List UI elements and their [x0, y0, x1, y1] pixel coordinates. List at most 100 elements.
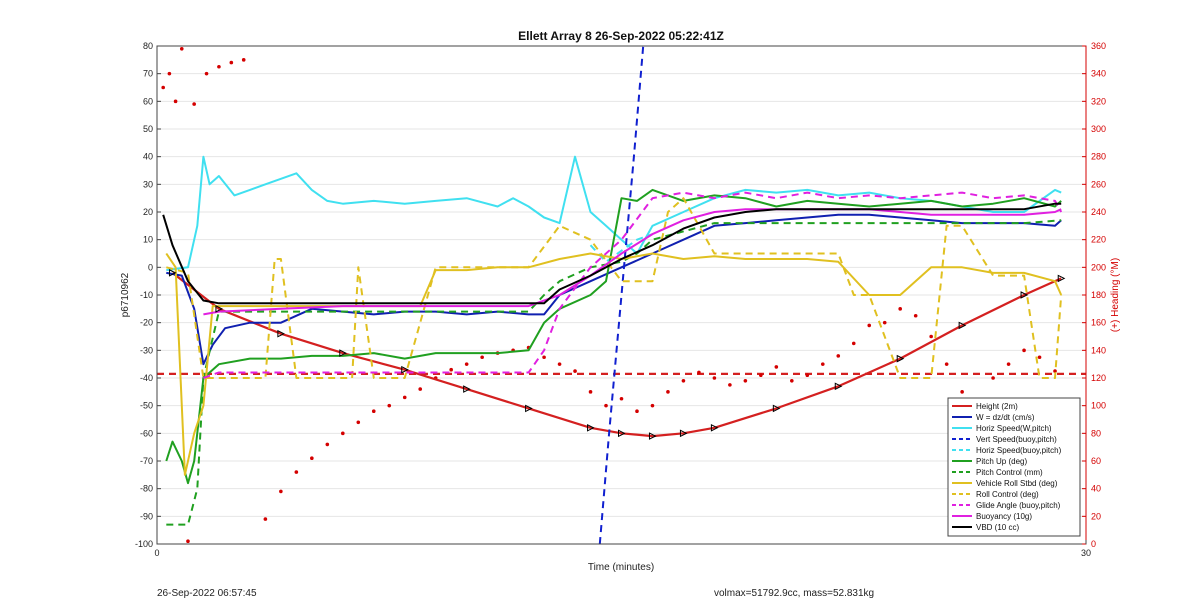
- height-marker: [648, 432, 657, 440]
- heading-point: [341, 431, 345, 436]
- heading-point: [944, 362, 949, 366]
- height-marker: [277, 329, 285, 338]
- y-left-tick-label: 40: [143, 152, 153, 162]
- y-left-tick-label: 70: [143, 69, 153, 79]
- heading-point: [241, 58, 246, 62]
- heading-point: [186, 539, 190, 544]
- heading-point: [774, 365, 779, 369]
- height-marker: [896, 354, 905, 363]
- heading-point: [573, 369, 577, 373]
- x-axis-label: Time (minutes): [588, 562, 654, 573]
- y-left-tick-label: -80: [140, 484, 153, 494]
- height-marker: [587, 423, 595, 432]
- y-right-tick-label: 60: [1091, 456, 1101, 466]
- heading-point: [480, 355, 484, 360]
- y-left-tick-label: -60: [140, 428, 153, 438]
- heading-point: [712, 376, 717, 380]
- heading-point: [697, 370, 701, 375]
- height-marker: [525, 404, 533, 413]
- series-line-7: [165, 252, 1063, 476]
- heading-point: [402, 395, 407, 400]
- y-right-tick-label: 200: [1091, 262, 1106, 272]
- heading-point: [464, 362, 469, 366]
- height-marker: [339, 349, 347, 357]
- legend-label: Horiz Speed(W,pitch): [976, 424, 1052, 433]
- y-right-tick-label: 20: [1091, 511, 1101, 521]
- heading-point: [913, 313, 918, 318]
- heading-point: [356, 420, 361, 425]
- series-line-8: [166, 197, 1063, 379]
- height-marker: [463, 385, 471, 393]
- y-right-tick-label: 280: [1091, 152, 1106, 162]
- y-right-tick-label: 100: [1091, 401, 1106, 411]
- y-axis-right-label: (+) Heading (°M): [1110, 258, 1121, 332]
- heading-point: [666, 390, 670, 394]
- y-right-tick-label: 140: [1091, 345, 1106, 355]
- heading-point: [179, 46, 184, 51]
- y-left-tick-label: 0: [148, 262, 153, 272]
- heading-point: [1022, 348, 1026, 353]
- series-line-9: [203, 191, 1063, 379]
- heading-point: [418, 387, 423, 391]
- heading-point: [449, 367, 453, 372]
- y-left-tick-label: 60: [143, 96, 153, 106]
- heading-point: [310, 456, 314, 461]
- y-right-tick-label: 80: [1091, 428, 1101, 438]
- heading-point: [882, 320, 887, 325]
- height-marker: [168, 269, 177, 277]
- height-marker: [401, 365, 409, 374]
- height-marker: [215, 305, 224, 313]
- height-marker: [679, 429, 688, 438]
- heading-point: [836, 354, 841, 358]
- footer-timestamp: 26-Sep-2022 06:57:45: [157, 588, 257, 599]
- x-tick-label: 0: [154, 548, 159, 558]
- legend-label: Pitch Control (mm): [976, 468, 1043, 477]
- series-line-3: [598, 46, 645, 544]
- height-marker: [710, 423, 719, 432]
- legend-label: Glide Angle (buoy,pitch): [976, 501, 1061, 510]
- heading-point: [650, 403, 655, 408]
- legend-label: Height (2m): [976, 402, 1018, 411]
- heading-point: [192, 102, 196, 106]
- heading-point: [681, 378, 686, 383]
- y-left-tick-label: -100: [135, 539, 153, 549]
- height-marker: [618, 429, 626, 438]
- y-left-tick-label: -40: [140, 373, 153, 383]
- legend: Height (2m) W = dz/dt (cm/s) Horiz Speed(W…: [947, 397, 1081, 537]
- y-left-tick-label: 20: [143, 207, 153, 217]
- heading-point: [325, 442, 330, 447]
- legend-label: Buoyancy (10g): [976, 512, 1032, 521]
- height-marker: [1020, 291, 1029, 299]
- y-axis-left-label: p6710962: [120, 272, 131, 317]
- heading-point: [805, 373, 810, 378]
- heading-point: [588, 390, 593, 394]
- heading-point: [867, 323, 872, 328]
- legend-label: Vert Speed(buoy,pitch): [976, 435, 1057, 444]
- series-layer: [157, 46, 1086, 544]
- series-line-10: [203, 208, 1062, 316]
- y-left-tick-label: -70: [140, 456, 153, 466]
- heading-point: [294, 470, 299, 474]
- heading-point: [1053, 369, 1057, 373]
- y-left-tick-label: -90: [140, 511, 153, 521]
- y-right-tick-label: 180: [1091, 290, 1106, 300]
- y-left-tick-label: -20: [140, 318, 153, 328]
- y-left-tick-label: 10: [143, 235, 153, 245]
- y-left-tick-label: 50: [143, 124, 153, 134]
- heading-point: [743, 378, 748, 383]
- y-left-tick-label: -50: [140, 401, 153, 411]
- height-marker: [772, 404, 781, 413]
- axes-layer: 80706050403020100-10-20-30-40-50-60-70-8…: [135, 41, 1106, 558]
- series-line-5: [165, 188, 1062, 485]
- y-right-tick-label: 260: [1091, 179, 1106, 189]
- legend-label: Roll Control (deg): [976, 490, 1039, 499]
- legend-box: [947, 397, 1081, 537]
- heading-point: [759, 373, 763, 378]
- heading-point: [991, 376, 995, 380]
- heading-point: [898, 307, 902, 311]
- y-right-tick-label: 340: [1091, 69, 1106, 79]
- heading-point: [1006, 362, 1011, 366]
- legend-label: Horiz Speed(buoy,pitch): [976, 446, 1062, 455]
- heading-point: [387, 403, 392, 408]
